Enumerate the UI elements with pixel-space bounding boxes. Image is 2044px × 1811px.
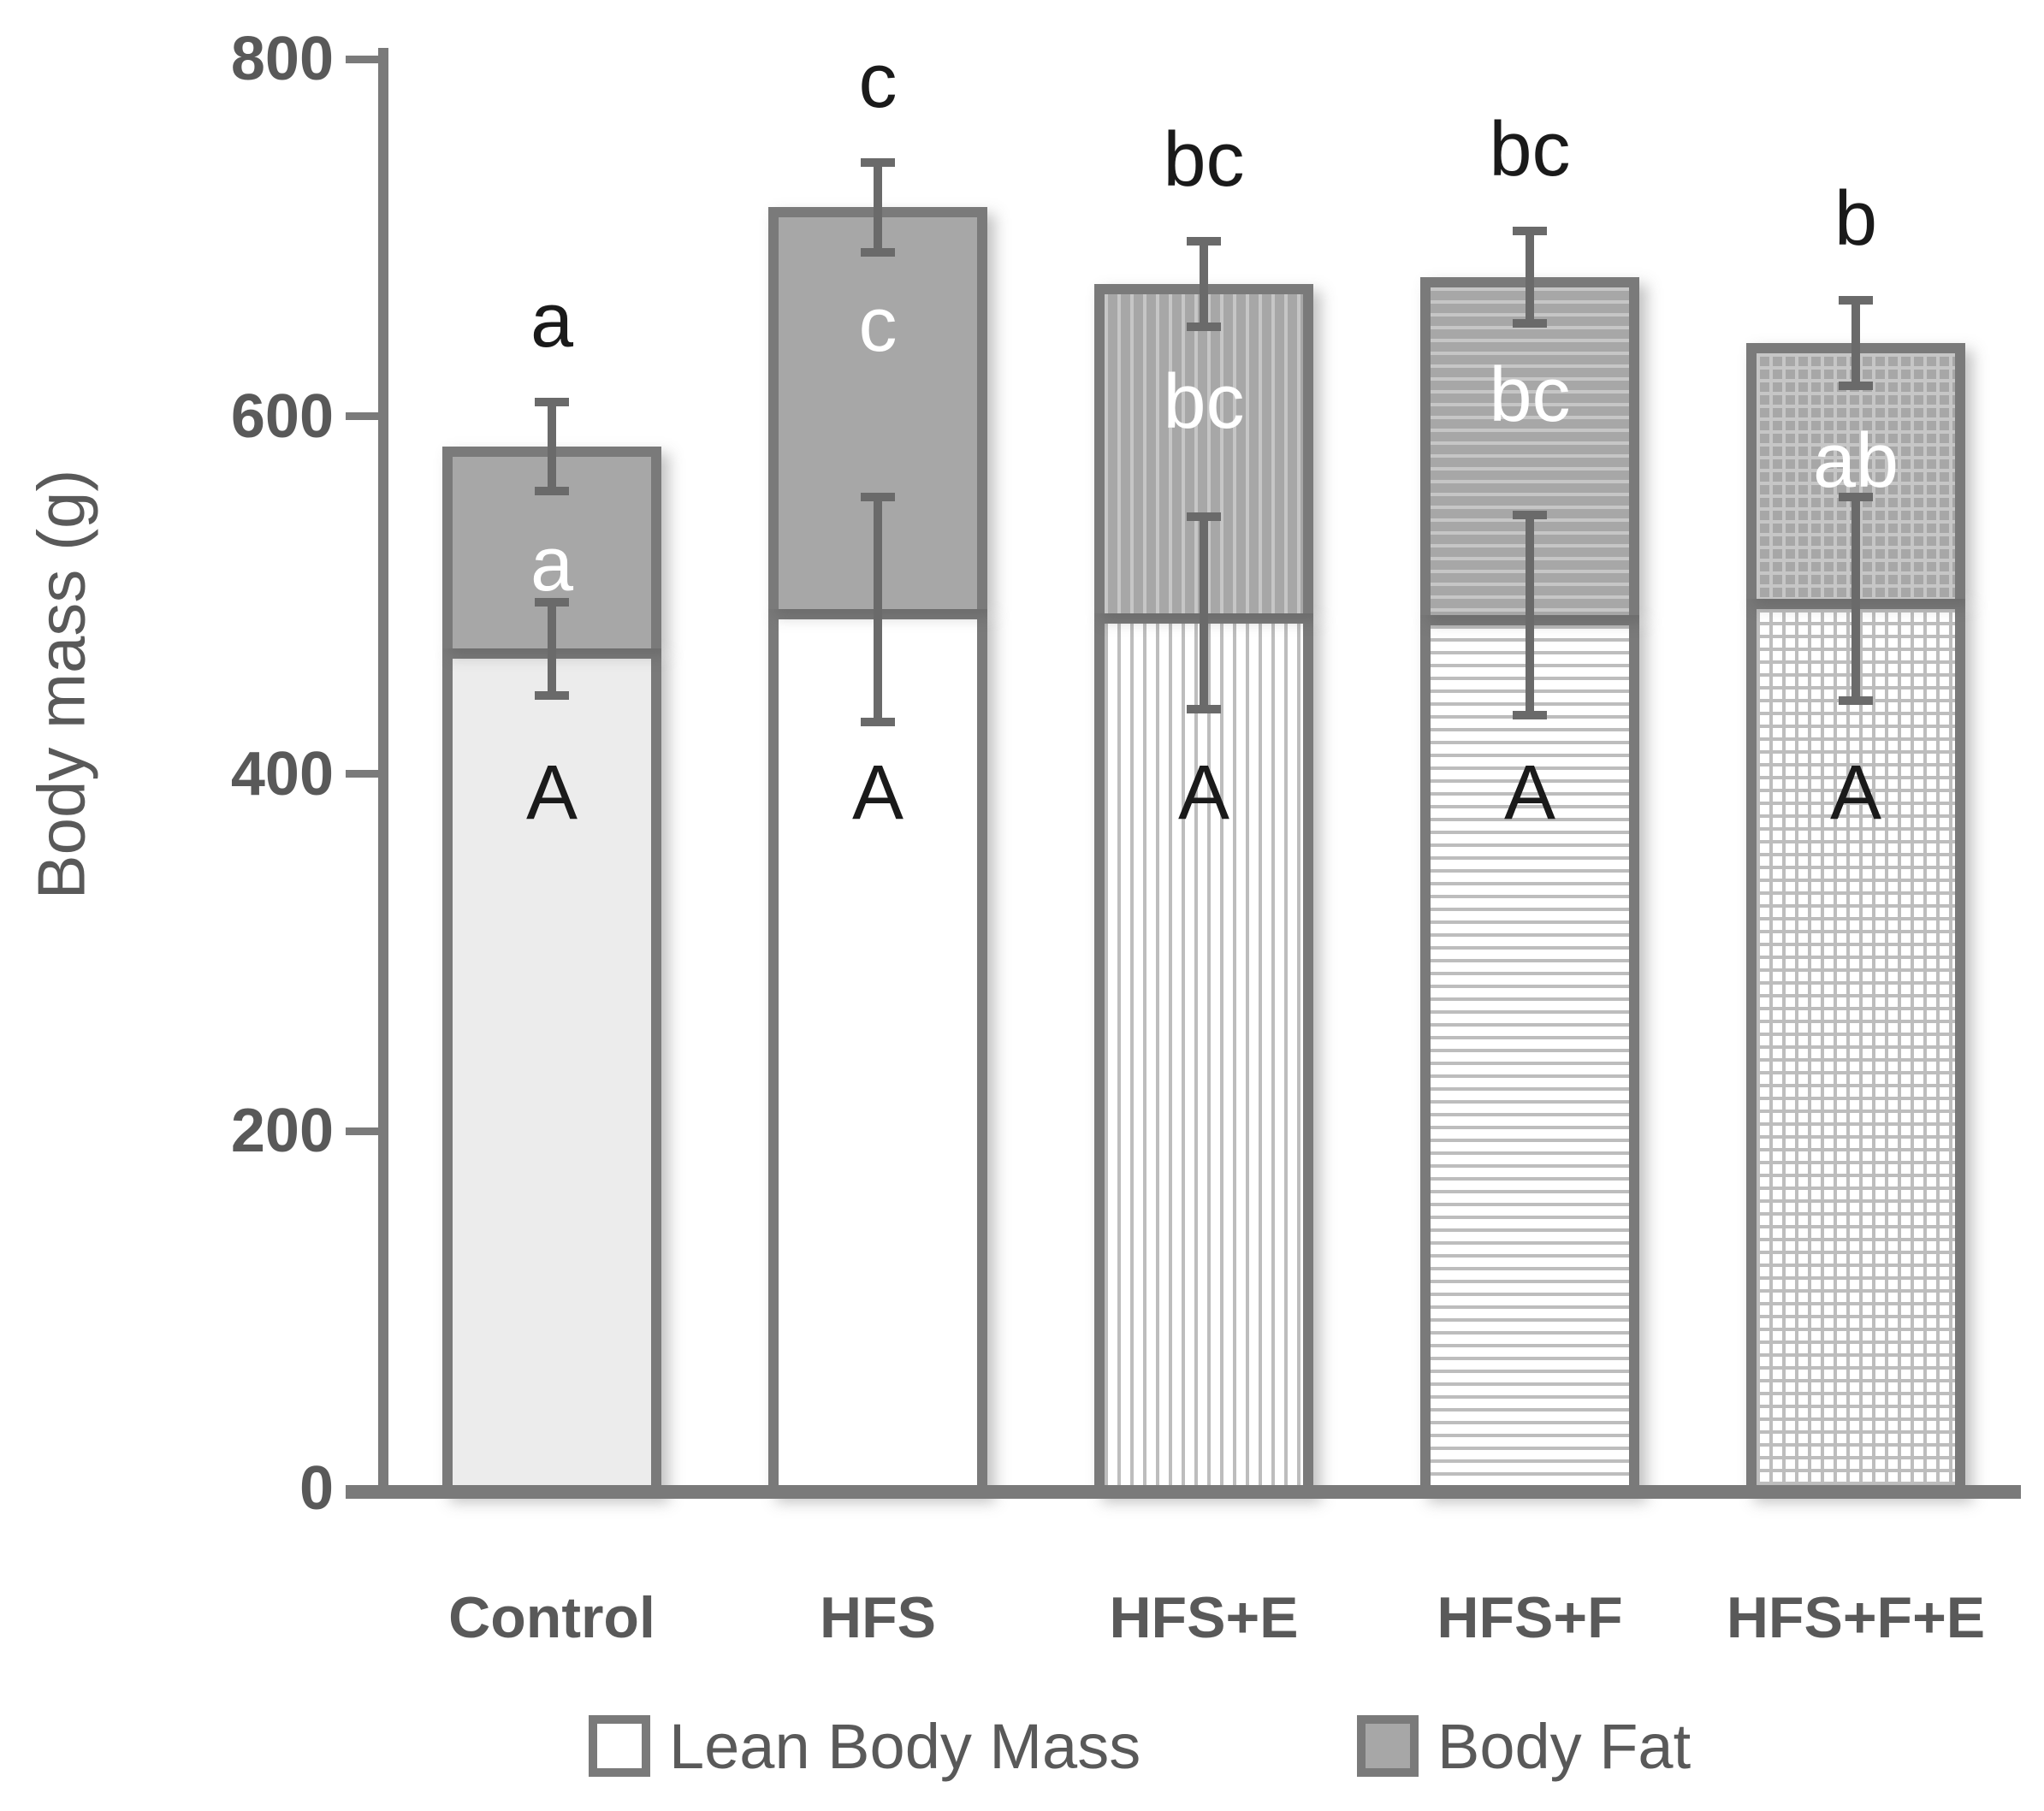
y-axis-tick-400 bbox=[346, 770, 380, 778]
error-bar-control-lean bbox=[548, 601, 556, 695]
error-bar-hfs-f-e-lean-bottom-cap bbox=[1839, 695, 1873, 705]
error-bar-hfs-f-e-total-top-cap bbox=[1839, 295, 1873, 305]
sig-letter-hfs-f-e-total: b bbox=[1834, 175, 1878, 262]
sig-letter-control-lean: A bbox=[525, 750, 578, 837]
error-bar-hfs-total-bottom-cap bbox=[861, 247, 895, 257]
sig-letter-hfs-f-total: bc bbox=[1489, 106, 1571, 192]
y-axis-tick-600 bbox=[346, 412, 380, 421]
legend-swatch-body-fat bbox=[1357, 1715, 1419, 1777]
error-bar-hfs-f-e-total-bottom-cap bbox=[1839, 382, 1873, 391]
sig-letter-hfs-f-e-lean: A bbox=[1829, 750, 1882, 837]
error-bar-control-total-top-cap bbox=[535, 398, 569, 407]
x-axis-label-hfs-e: HFS+E bbox=[1109, 1585, 1299, 1650]
bar-hfs-f-e-lean-segment bbox=[1746, 598, 1965, 1495]
x-axis-label-hfs: HFS bbox=[820, 1585, 936, 1650]
x-axis-line bbox=[346, 1485, 2021, 1499]
sig-letter-hfs-total: c bbox=[858, 38, 898, 125]
x-axis-label-hfs-f: HFS+F bbox=[1437, 1585, 1623, 1650]
sig-letter-control-body-fat: a bbox=[530, 522, 574, 608]
y-axis-line bbox=[378, 48, 388, 1499]
bar-hfs-f-lean-segment bbox=[1420, 614, 1639, 1495]
error-bar-hfs-f-lean-top-cap bbox=[1513, 510, 1547, 519]
error-bar-hfs-e-total bbox=[1200, 241, 1208, 328]
error-bar-hfs-e-total-bottom-cap bbox=[1187, 323, 1221, 332]
bar-control-lean-segment bbox=[442, 648, 661, 1495]
sig-letter-hfs-e-body-fat: bc bbox=[1163, 359, 1245, 446]
error-bar-hfs-total-top-cap bbox=[861, 158, 895, 168]
error-bar-hfs-e-total-top-cap bbox=[1187, 237, 1221, 246]
y-axis-tick-label-400: 400 bbox=[230, 739, 334, 808]
sig-letter-hfs-e-lean: A bbox=[1177, 750, 1230, 837]
sig-letter-hfs-e-total: bc bbox=[1163, 117, 1245, 204]
sig-letter-hfs-body-fat: c bbox=[858, 282, 898, 369]
error-bar-control-lean-top-cap bbox=[535, 597, 569, 607]
sig-letter-hfs-lean: A bbox=[851, 750, 904, 837]
y-axis-tick-200 bbox=[346, 1127, 380, 1135]
legend-label-lean-body-mass: Lean Body Mass bbox=[669, 1710, 1141, 1782]
error-bar-hfs-e-lean-bottom-cap bbox=[1187, 705, 1221, 714]
legend-item-body-fat: Body Fat bbox=[1357, 1711, 1691, 1782]
bar-hfs-lean-segment bbox=[768, 609, 987, 1495]
x-axis-label-control: Control bbox=[448, 1585, 655, 1650]
error-bar-hfs-f-total bbox=[1526, 230, 1534, 324]
legend-swatch-lean-body-mass bbox=[589, 1715, 650, 1777]
y-axis-tick-label-800: 800 bbox=[230, 25, 334, 93]
error-bar-hfs-lean-bottom-cap bbox=[861, 717, 895, 726]
sig-letter-control-total: a bbox=[530, 278, 574, 364]
error-bar-hfs-f-e-lean bbox=[1851, 496, 1860, 701]
error-bar-hfs-f-total-top-cap bbox=[1513, 226, 1547, 235]
y-axis-tick-label-200: 200 bbox=[230, 1097, 334, 1166]
error-bar-hfs-lean bbox=[874, 496, 882, 722]
error-bar-hfs-e-lean bbox=[1200, 516, 1208, 710]
sig-letter-hfs-f-lean: A bbox=[1503, 750, 1556, 837]
error-bar-hfs-e-lean-top-cap bbox=[1187, 512, 1221, 521]
y-axis-tick-label-600: 600 bbox=[230, 382, 334, 451]
x-axis-label-hfs-f-e: HFS+F+E bbox=[1726, 1585, 1986, 1650]
sig-letter-hfs-f-e-body-fat: ab bbox=[1812, 418, 1899, 505]
error-bar-hfs-f-lean-bottom-cap bbox=[1513, 710, 1547, 719]
y-axis-tick-800 bbox=[346, 55, 380, 63]
y-axis-tick-label-0: 0 bbox=[299, 1454, 334, 1523]
error-bar-hfs-f-e-total bbox=[1851, 299, 1860, 387]
y-axis-title: Body mass (g) bbox=[23, 469, 99, 900]
error-bar-hfs-f-total-bottom-cap bbox=[1513, 319, 1547, 328]
error-bar-hfs-f-lean bbox=[1526, 514, 1534, 715]
error-bar-hfs-total bbox=[874, 163, 882, 252]
error-bar-hfs-lean-top-cap bbox=[861, 492, 895, 501]
legend-label-body-fat: Body Fat bbox=[1437, 1710, 1691, 1782]
error-bar-hfs-f-e-lean-top-cap bbox=[1839, 492, 1873, 501]
error-bar-control-total bbox=[548, 402, 556, 492]
error-bar-control-lean-bottom-cap bbox=[535, 690, 569, 700]
sig-letter-hfs-f-body-fat: bc bbox=[1489, 352, 1571, 438]
legend-item-lean-body-mass: Lean Body Mass bbox=[589, 1711, 1140, 1782]
error-bar-control-total-bottom-cap bbox=[535, 487, 569, 496]
bar-hfs-e-lean-segment bbox=[1094, 613, 1313, 1495]
